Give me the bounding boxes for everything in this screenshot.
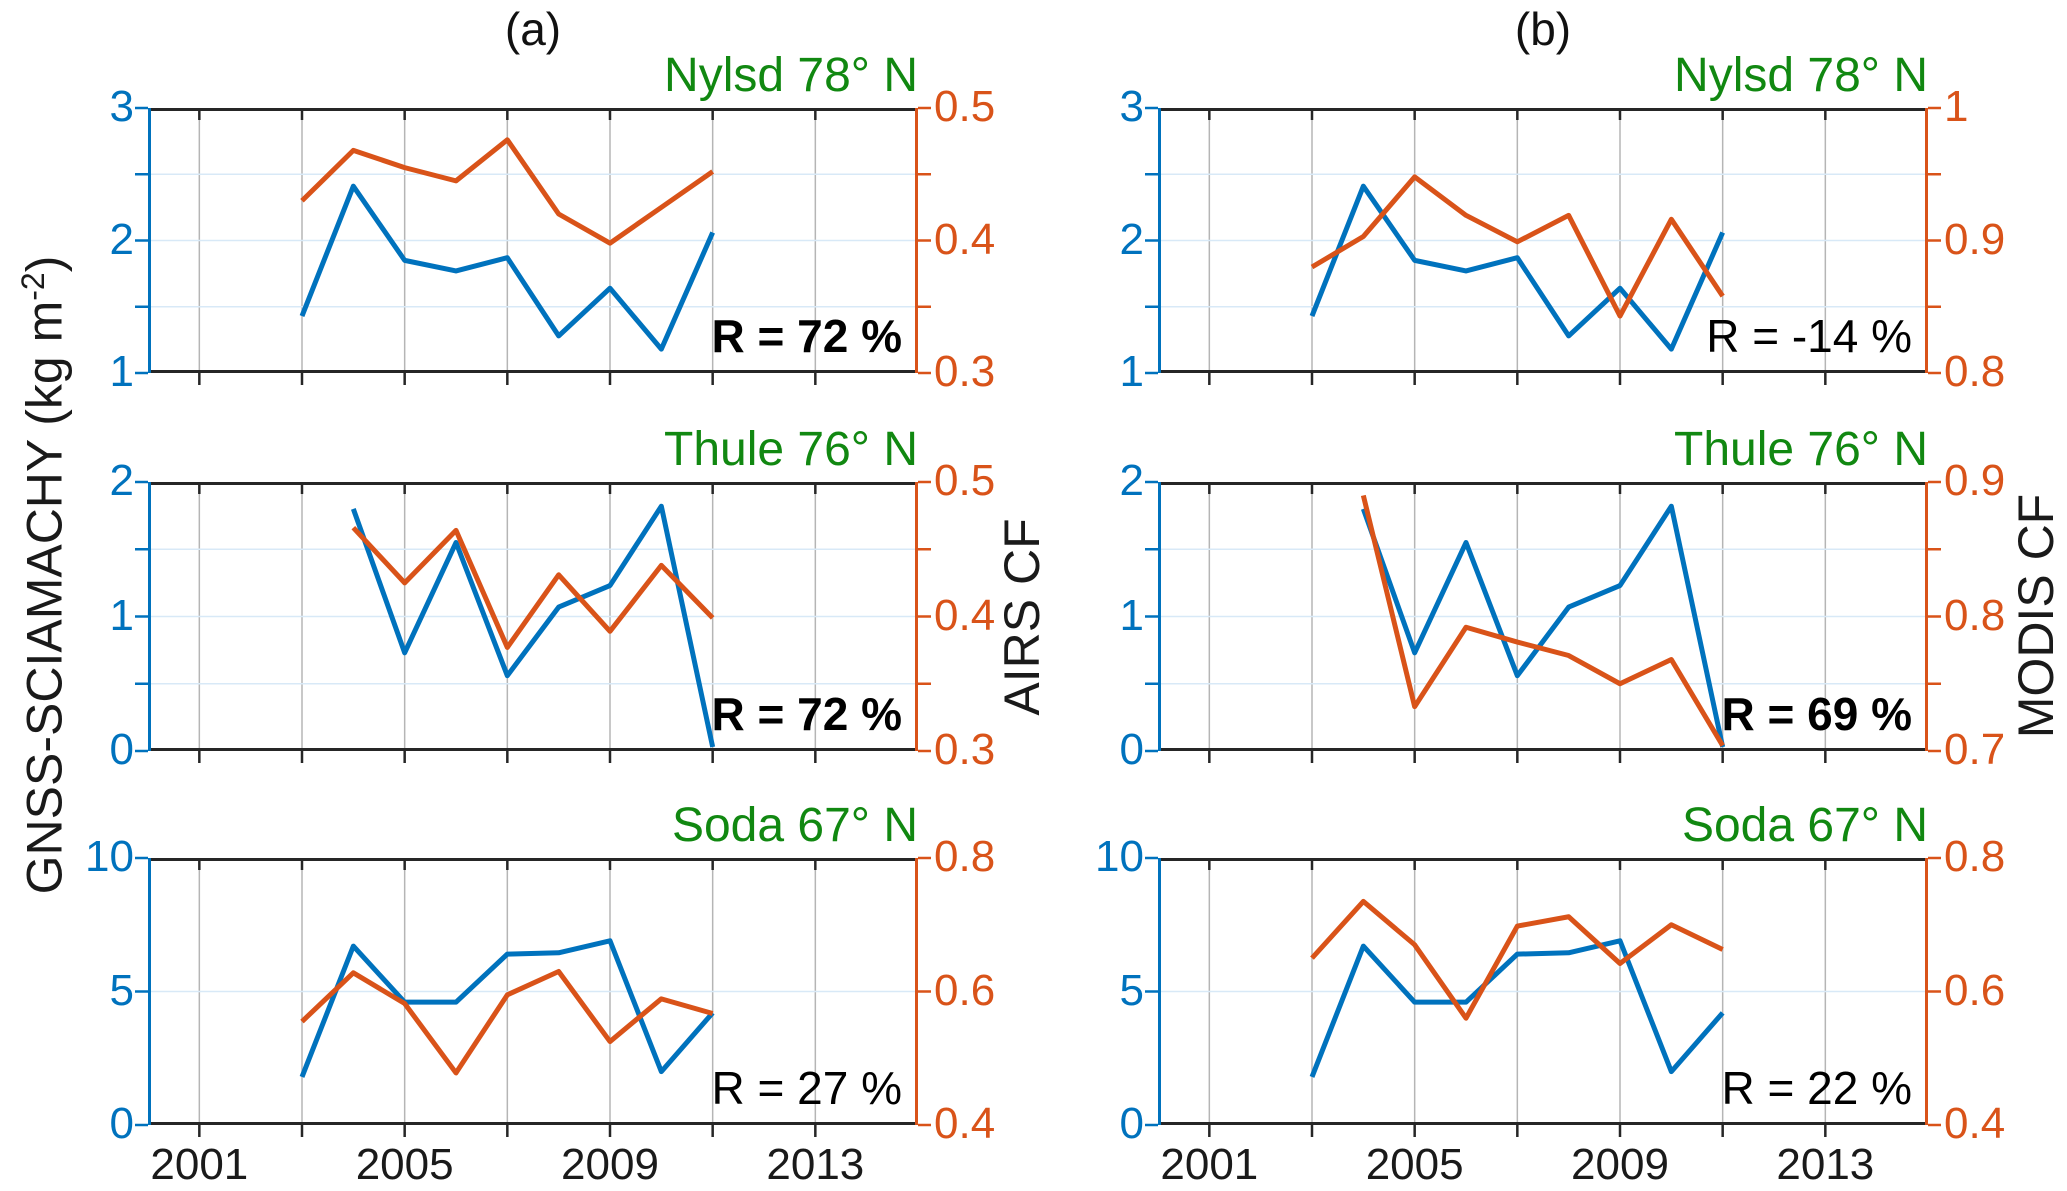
series-line-gnss (1309, 183, 1725, 352)
left-tick-label: 2 (109, 214, 134, 264)
correlation-label-a2: R = 72 % (711, 688, 903, 740)
left-tick-label: 1 (1119, 347, 1144, 396)
right-tick-label: 0.8 (1944, 832, 2006, 881)
series-line-modis (1360, 494, 1725, 747)
panel-b2 (1145, 480, 1941, 763)
right-tick-label: 0.4 (934, 214, 996, 264)
series-line-modis (1310, 898, 1724, 1021)
series-line-gnss (350, 503, 716, 748)
series-line-airs (300, 137, 715, 246)
x-tick-label: 2001 (1160, 1140, 1259, 1189)
series-line-gnss (299, 183, 715, 352)
x-tick-label: 2001 (150, 1140, 249, 1189)
column-label-a: (a) (504, 3, 562, 55)
panel-title-b3: Soda 67° N (1681, 799, 1928, 852)
panel-b3 (1145, 856, 1941, 1137)
panel-a1 (135, 106, 931, 385)
right-tick-label: 0.8 (934, 832, 996, 881)
correlation-label-b3: R = 22 % (1721, 1062, 1913, 1114)
right-tick-label: 0.5 (934, 82, 996, 131)
left-tick-label: 10 (85, 832, 134, 881)
left-tick-label: 5 (109, 965, 134, 1015)
right-tick-label: 0.8 (1944, 590, 2006, 640)
series-line-modis (1310, 174, 1725, 319)
left-tick-label: 2 (109, 456, 134, 505)
left-tick-label: 3 (1119, 82, 1144, 131)
series-line-gnss (1309, 938, 1725, 1078)
right-tick-label: 0.5 (934, 456, 996, 505)
series-line-airs (351, 526, 715, 650)
x-tick-label: 2009 (561, 1140, 659, 1189)
left-tick-label: 3 (109, 82, 134, 131)
right-tick-label: 0.3 (934, 725, 996, 774)
x-tick-label: 2013 (1776, 1140, 1875, 1189)
x-tick-label: 2005 (1365, 1140, 1464, 1189)
right-tick-label: 1 (1944, 82, 1969, 131)
panel-title-a3: Soda 67° N (671, 799, 918, 852)
right-tick-label: 0.4 (934, 590, 996, 640)
right-tick-label: 0.3 (934, 347, 996, 396)
right-tick-label: 0.4 (934, 1099, 996, 1148)
series-line-gnss (1360, 503, 1726, 748)
right-tick-label: 0.6 (1944, 965, 2006, 1015)
right-axis-label-modis: MODIS CF (2008, 493, 2064, 739)
left-tick-label: 1 (1119, 590, 1144, 640)
left-tick-label: 0 (109, 1099, 134, 1148)
correlation-label-a3: R = 27 % (711, 1062, 903, 1114)
series-line-gnss (299, 938, 715, 1078)
panel-title-a1: Nylsd 78° N (664, 49, 918, 102)
right-tick-label: 0.9 (1944, 456, 2006, 505)
right-tick-label: 0.7 (1944, 725, 2006, 774)
panel-b1 (1145, 106, 1941, 385)
right-tick-label: 0.8 (1944, 347, 2006, 396)
left-tick-label: 0 (109, 725, 134, 774)
right-tick-label: 0.9 (1944, 214, 2006, 264)
left-axis-label-superscript: -2 (15, 272, 51, 301)
left-tick-label: 10 (1095, 832, 1144, 881)
x-tick-label: 2013 (766, 1140, 865, 1189)
left-tick-label: 1 (109, 590, 134, 640)
correlation-label-b1: R = -14 % (1706, 310, 1912, 362)
right-tick-label: 0.4 (1944, 1099, 2006, 1148)
left-tick-label: 2 (1119, 456, 1144, 505)
column-label-b: (b) (1514, 3, 1572, 55)
series-line-airs (300, 968, 714, 1076)
panel-title-a2: Thule 76° N (664, 423, 918, 476)
panel-a3 (135, 856, 931, 1137)
panel-title-b1: Nylsd 78° N (1674, 49, 1928, 102)
x-tick-label: 2005 (355, 1140, 454, 1189)
correlation-label-b2: R = 69 % (1721, 688, 1913, 740)
panel-title-b2: Thule 76° N (1674, 423, 1928, 476)
left-tick-label: 0 (1119, 1099, 1144, 1148)
right-tick-label: 0.6 (934, 965, 996, 1015)
left-tick-label: 5 (1119, 965, 1144, 1015)
left-tick-label: 2 (1119, 214, 1144, 264)
panel-a2 (135, 480, 931, 763)
left-tick-label: 0 (1119, 725, 1144, 774)
correlation-label-a1: R = 72 % (711, 310, 903, 362)
left-tick-label: 1 (109, 347, 134, 396)
x-tick-label: 2009 (1571, 1140, 1669, 1189)
